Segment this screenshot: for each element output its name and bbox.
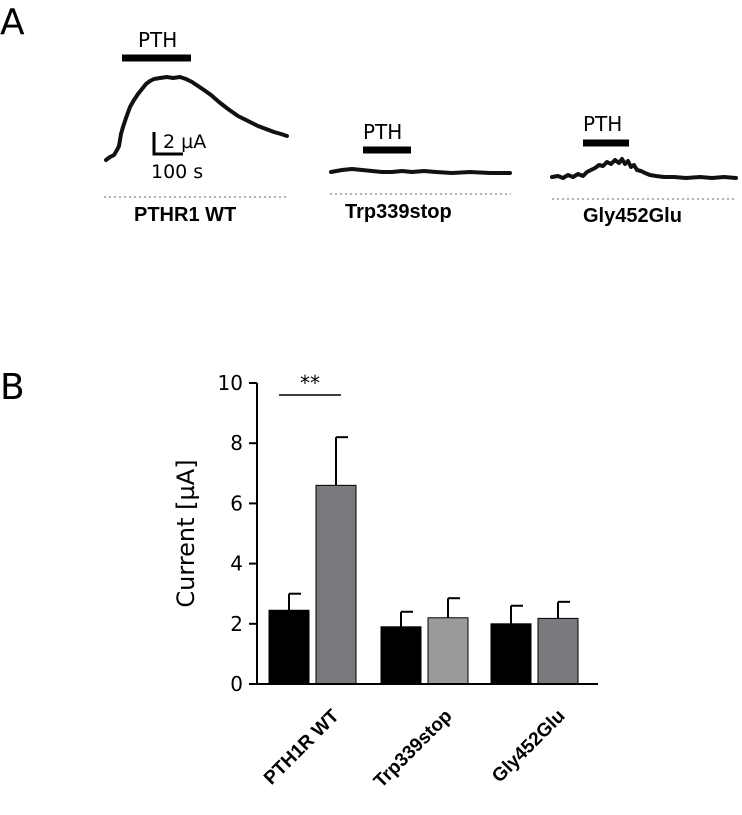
pth-label-wt: PTH <box>138 28 177 52</box>
scale-bar <box>152 132 183 156</box>
bars <box>268 436 579 685</box>
y-tick-label: 6 <box>230 491 243 515</box>
y-tick-label: 10 <box>218 371 243 395</box>
bar-chart: 0 2 4 6 8 10 ** PTH1R WT Trp339stop Gly452Glu C… <box>172 371 598 792</box>
bar-trp339stop-series-1 <box>380 626 422 685</box>
scale-bar-time-label: 100 s <box>151 161 203 183</box>
category-label: Gly452Glu <box>488 706 569 787</box>
pth-label-trp339stop: PTH <box>363 120 402 144</box>
x-axis-category-labels: PTH1R WT Trp339stop Gly452Glu <box>260 705 570 792</box>
current-trace-trp339stop <box>329 167 512 175</box>
bar-gly452glu-series-1 <box>490 623 532 685</box>
condition-label-gly452glu: Gly452Glu <box>583 205 682 227</box>
condition-label-trp339stop: Trp339stop <box>345 201 452 223</box>
panel-b-letter: B <box>0 367 25 408</box>
y-tick-label: 2 <box>230 612 243 636</box>
panel-a-letter: A <box>0 2 25 43</box>
category-label: PTH1R WT <box>260 705 344 789</box>
bar-pth1r-wt-series-2 <box>315 484 357 685</box>
trace-group-gly452glu: PTH Gly452Glu <box>550 112 738 227</box>
significance-label: ** <box>300 371 320 395</box>
current-trace-wt <box>104 75 289 162</box>
significance-marker: ** <box>279 371 341 396</box>
category-label: Trp339stop <box>370 706 457 793</box>
y-tick-label: 8 <box>230 431 243 455</box>
condition-label-wt: PTHR1 WT <box>134 204 236 226</box>
current-trace-gly452glu <box>550 157 738 180</box>
y-axis-title: Current [µA] <box>172 459 200 607</box>
y-tick-label: 4 <box>230 552 243 576</box>
pth-label-gly452glu: PTH <box>583 112 622 136</box>
bar-trp339stop-series-2 <box>427 617 469 685</box>
y-tick-label: 0 <box>230 672 243 696</box>
trace-group-trp339stop: PTH Trp339stop <box>329 120 512 223</box>
y-axis-ticks: 0 2 4 6 8 10 <box>218 371 257 696</box>
trace-group-wt: PTH 2 µA 100 s PTHR1 WT <box>104 28 289 226</box>
bar-pth1r-wt-series-1 <box>268 609 310 685</box>
scale-bar-current-label: 2 µA <box>163 131 206 153</box>
bar-gly452glu-series-2 <box>537 617 579 685</box>
